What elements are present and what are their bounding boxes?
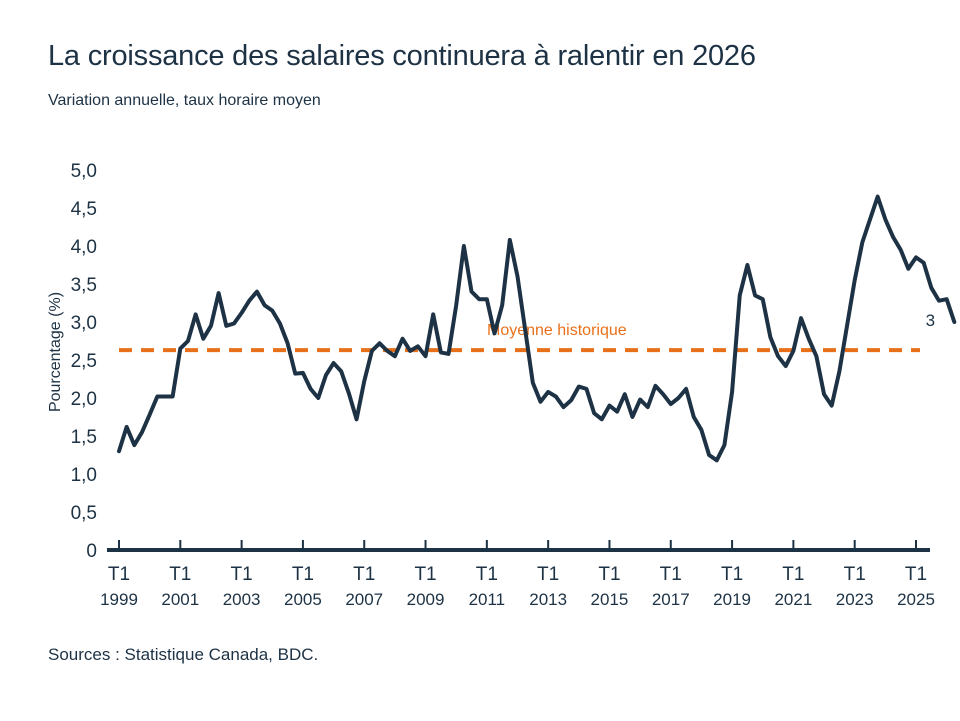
x-axis-tick-quarter: T1 [844,564,866,585]
x-axis-tick-quarter: T1 [292,564,314,585]
y-axis-tick-label: 3,5 [71,275,97,296]
x-axis-tick-year: 2013 [529,590,567,609]
x-axis-tick-quarter: T1 [108,564,130,585]
x-axis-tick-year: 2003 [223,590,261,609]
x-axis-tick-quarter: T1 [414,564,436,585]
x-axis-tick-year: 2011 [469,590,506,609]
wage-growth-line-series [117,194,957,463]
y-axis-tick-label: 2,5 [71,351,97,372]
x-axis-tick-quarter: T1 [905,564,927,585]
y-axis-tick-label: 1,5 [71,427,97,448]
x-axis-tick-year: 2005 [284,590,322,609]
y-axis-tick-label: 0,5 [71,503,97,524]
x-axis-tick-year: 2015 [591,590,629,609]
y-axis-tick-labels: 0 0,5 1,0 1,5 2,0 2,5 3,0 3,5 4,0 4,5 5,0 [71,161,97,562]
y-axis-title-text: Pourcentage (%) [47,292,64,412]
y-axis-tick-label: 0 [86,541,97,562]
x-axis-tick-quarter: T1 [660,564,682,585]
x-axis-tick-year: 2023 [836,590,874,609]
x-axis-tick-year: 2001 [161,590,199,609]
x-axis-tick-year: 2021 [774,590,812,609]
y-axis-title: Pourcentage (%) [47,292,64,412]
y-axis-tick-label: 4,5 [71,199,97,220]
chart-source-note: Sources : Statistique Canada, BDC. [48,645,319,664]
x-axis-tick-year: 2007 [345,590,383,609]
x-axis-tick-quarter: T1 [598,564,620,585]
x-axis-tick-year: 2009 [407,590,445,609]
y-axis-tick-label: 3,0 [71,313,97,334]
x-axis-tick-quarter: T1 [537,564,559,585]
y-axis-tick-label: 4,0 [71,237,97,258]
x-axis-tick-year: 2017 [652,590,690,609]
page-title: La croissance des salaires continuera à … [48,40,756,72]
x-axis-tick-quarter: T1 [782,564,804,585]
y-axis-tick-label: 5,0 [71,161,97,182]
x-axis-tick-year: 2019 [713,590,751,609]
wage-growth-line [117,194,957,463]
chart-annotations: 3 [926,311,935,330]
x-axis-tick-quarter: T1 [231,564,253,585]
historical-average-line: Moyenne historique [119,322,920,353]
x-axis-tick-quarter: T1 [476,564,498,585]
x-axis-tick-quarter: T1 [721,564,743,585]
historical-average-label: Moyenne historique [487,322,627,339]
y-axis-tick-label: 1,0 [71,465,97,486]
x-axis-tick-quarter: T1 [353,564,375,585]
chart-subtitle: Variation annuelle, taux horaire moyen [48,92,321,109]
x-axis-tick-labels: T1 1999 T1 2001 T1 2003 T1 2005 T1 2007 T1 2009 T1 20… [100,564,935,609]
last-point-value-label: 3 [926,311,935,330]
x-axis-tick-year: 2025 [897,590,935,609]
x-axis [107,540,930,552]
y-axis-tick-label: 2,0 [71,389,97,410]
x-axis-tick-year: 1999 [100,590,138,609]
x-axis-tick-quarter: T1 [169,564,191,585]
